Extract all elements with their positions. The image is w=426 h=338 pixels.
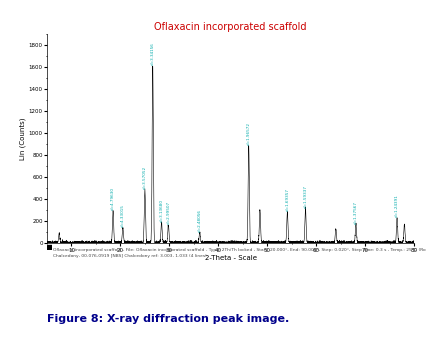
Title: Oflaxacin incorporated scaffold: Oflaxacin incorporated scaffold <box>154 22 306 32</box>
Bar <box>47 245 52 249</box>
Text: d=4.33015: d=4.33015 <box>121 204 124 227</box>
Text: d=2.48056: d=2.48056 <box>197 209 201 232</box>
Text: d=2.99507: d=2.99507 <box>166 201 170 224</box>
Text: d=3.34156: d=3.34156 <box>150 42 154 65</box>
Text: Oflaxacin incorporated scaffold - File: Oflaxacin incorporated scaffold - Type: : Oflaxacin incorporated scaffold - File: … <box>53 248 426 258</box>
Text: d=1.59337: d=1.59337 <box>303 185 307 208</box>
Text: Figure 8: X-ray diffraction peak image.: Figure 8: X-ray diffraction peak image. <box>47 314 288 324</box>
Text: d=1.96572: d=1.96572 <box>246 122 250 145</box>
Text: d=1.24391: d=1.24391 <box>394 195 398 217</box>
Y-axis label: Lin (Counts): Lin (Counts) <box>20 117 26 160</box>
Text: d=3.57052: d=3.57052 <box>143 166 147 189</box>
Text: d=1.37567: d=1.37567 <box>353 201 357 224</box>
Text: d=3.13680: d=3.13680 <box>159 199 163 222</box>
X-axis label: 2-Theta - Scale: 2-Theta - Scale <box>204 255 256 261</box>
Text: d=4.79630: d=4.79630 <box>111 187 115 210</box>
Text: d=1.69357: d=1.69357 <box>285 188 289 211</box>
